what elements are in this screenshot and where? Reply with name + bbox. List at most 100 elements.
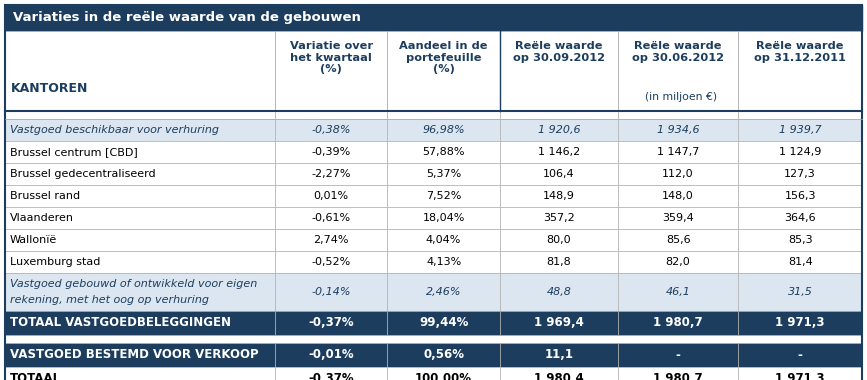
Bar xyxy=(618,251,739,273)
Bar xyxy=(618,343,739,367)
Bar xyxy=(618,273,739,311)
Text: Wallonïë: Wallonïë xyxy=(10,235,57,245)
Text: 11,1: 11,1 xyxy=(544,348,573,361)
Text: 0,56%: 0,56% xyxy=(423,348,464,361)
Bar xyxy=(388,111,500,119)
Bar xyxy=(275,229,388,251)
Bar xyxy=(275,273,388,311)
Bar xyxy=(739,251,862,273)
Bar xyxy=(388,229,500,251)
Bar xyxy=(5,311,275,335)
Bar xyxy=(388,207,500,229)
Text: Aandeel in de
portefeuille
(%): Aandeel in de portefeuille (%) xyxy=(400,41,488,74)
Text: 1 147,7: 1 147,7 xyxy=(657,147,700,157)
Bar xyxy=(500,119,618,141)
Text: 80,0: 80,0 xyxy=(546,235,571,245)
Bar xyxy=(618,163,739,185)
Bar xyxy=(500,111,618,119)
Bar xyxy=(500,273,618,311)
Bar xyxy=(275,343,388,367)
Text: -: - xyxy=(675,348,681,361)
Bar xyxy=(388,273,500,311)
Text: 1 980,7: 1 980,7 xyxy=(654,317,703,329)
Text: 46,1: 46,1 xyxy=(666,287,690,297)
Bar xyxy=(275,141,388,163)
Bar xyxy=(5,229,275,251)
Text: 1 971,3: 1 971,3 xyxy=(775,372,825,380)
Text: 148,9: 148,9 xyxy=(543,191,575,201)
Text: Brussel rand: Brussel rand xyxy=(10,191,80,201)
Text: 5,37%: 5,37% xyxy=(426,169,461,179)
Bar xyxy=(5,185,275,207)
Bar xyxy=(618,229,739,251)
Bar xyxy=(500,185,618,207)
Bar xyxy=(618,31,739,111)
Bar xyxy=(618,111,739,119)
Text: Variatie over
het kwartaal
(%): Variatie over het kwartaal (%) xyxy=(290,41,373,74)
Text: -0,38%: -0,38% xyxy=(311,125,351,135)
Bar xyxy=(5,119,275,141)
Text: Brussel centrum [CBD]: Brussel centrum [CBD] xyxy=(10,147,138,157)
Bar xyxy=(618,119,739,141)
Text: 2,46%: 2,46% xyxy=(426,287,461,297)
Text: -0,37%: -0,37% xyxy=(309,372,354,380)
Bar xyxy=(275,311,388,335)
Text: KANTOREN: KANTOREN xyxy=(11,82,88,95)
Text: 1 980,7: 1 980,7 xyxy=(654,372,703,380)
Bar xyxy=(500,343,618,367)
Text: Vastgoed gebouwd of ontwikkeld voor eigen: Vastgoed gebouwd of ontwikkeld voor eige… xyxy=(10,279,257,289)
Text: TOTAAL VASTGOEDBELEGGINGEN: TOTAAL VASTGOEDBELEGGINGEN xyxy=(10,317,231,329)
Bar xyxy=(5,251,275,273)
Text: 364,6: 364,6 xyxy=(785,213,816,223)
Bar xyxy=(388,119,500,141)
Text: 112,0: 112,0 xyxy=(662,169,694,179)
Bar xyxy=(500,311,618,335)
Bar xyxy=(618,311,739,335)
Bar xyxy=(739,119,862,141)
Bar xyxy=(5,163,275,185)
Bar xyxy=(739,207,862,229)
Bar xyxy=(618,367,739,380)
Bar xyxy=(388,251,500,273)
Bar xyxy=(739,163,862,185)
Bar xyxy=(5,31,275,111)
Text: 1 971,3: 1 971,3 xyxy=(775,317,825,329)
Bar xyxy=(500,251,618,273)
Text: -0,01%: -0,01% xyxy=(309,348,354,361)
Bar xyxy=(618,141,739,163)
Text: -0,14%: -0,14% xyxy=(311,287,351,297)
Bar xyxy=(739,229,862,251)
Text: -0,52%: -0,52% xyxy=(311,257,351,267)
Text: 82,0: 82,0 xyxy=(666,257,690,267)
Bar xyxy=(5,111,275,119)
Text: 148,0: 148,0 xyxy=(662,191,694,201)
Text: Reële waarde
op 31.12.2011: Reële waarde op 31.12.2011 xyxy=(754,41,846,63)
Bar xyxy=(500,163,618,185)
Text: -0,61%: -0,61% xyxy=(311,213,351,223)
Text: 100,00%: 100,00% xyxy=(415,372,473,380)
Text: TOTAAL: TOTAAL xyxy=(10,372,62,380)
Bar xyxy=(739,185,862,207)
Text: (in miljoen €): (in miljoen €) xyxy=(645,92,717,102)
Text: 156,3: 156,3 xyxy=(785,191,816,201)
Text: 18,04%: 18,04% xyxy=(422,213,465,223)
Text: 1 969,4: 1 969,4 xyxy=(534,317,583,329)
Text: 31,5: 31,5 xyxy=(788,287,812,297)
Text: 4,13%: 4,13% xyxy=(426,257,461,267)
Text: 0,01%: 0,01% xyxy=(314,191,349,201)
Text: -: - xyxy=(798,348,803,361)
Bar xyxy=(500,367,618,380)
Text: 81,8: 81,8 xyxy=(546,257,571,267)
Text: Brussel gedecentraliseerd: Brussel gedecentraliseerd xyxy=(10,169,155,179)
Bar xyxy=(5,273,275,311)
Bar xyxy=(388,31,500,111)
Text: 1 980,4: 1 980,4 xyxy=(534,372,583,380)
Text: 96,98%: 96,98% xyxy=(422,125,465,135)
Text: 359,4: 359,4 xyxy=(662,213,694,223)
Text: 81,4: 81,4 xyxy=(788,257,812,267)
Text: 1 124,9: 1 124,9 xyxy=(779,147,821,157)
Bar xyxy=(618,185,739,207)
Bar xyxy=(275,251,388,273)
Text: -0,39%: -0,39% xyxy=(311,147,351,157)
Bar xyxy=(275,31,388,111)
